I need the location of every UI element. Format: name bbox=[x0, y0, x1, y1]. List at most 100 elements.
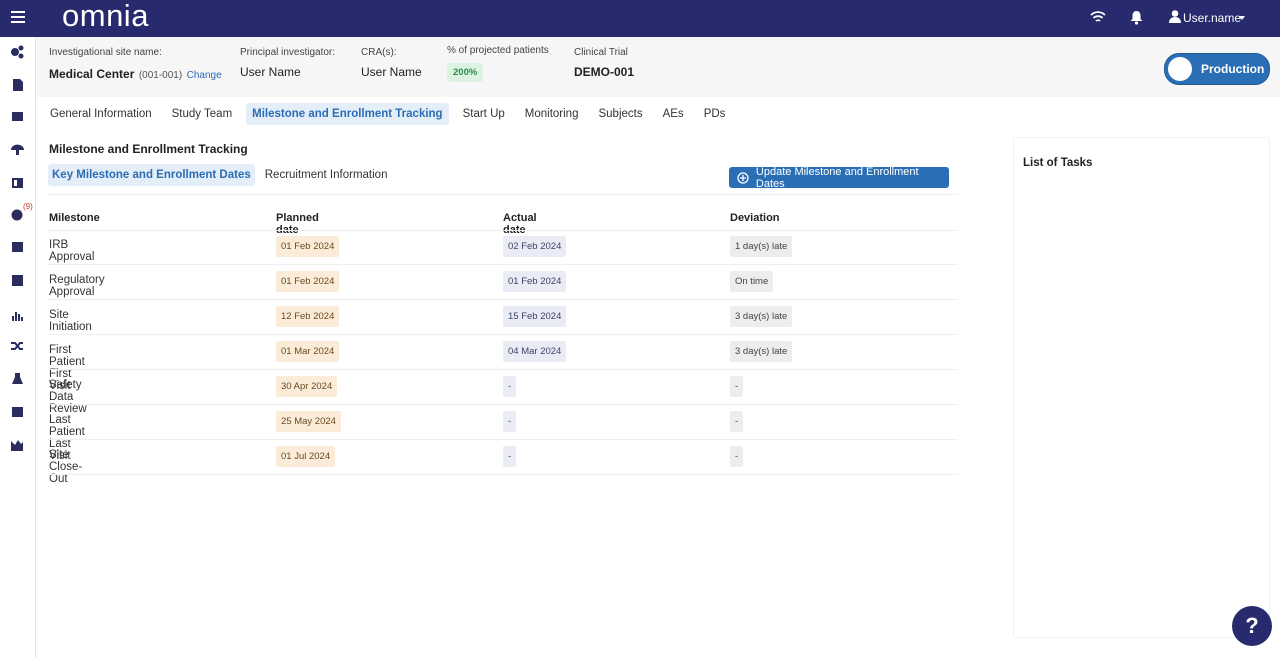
nav-icon[interactable] bbox=[11, 440, 23, 451]
field-value: Medical Center bbox=[49, 67, 135, 81]
field-label: CRA(s): bbox=[361, 47, 397, 58]
help-button[interactable]: ? bbox=[1232, 606, 1272, 646]
section-title: Milestone and Enrollment Tracking bbox=[49, 142, 248, 156]
sub-tab[interactable]: Key Milestone and Enrollment Dates bbox=[48, 164, 255, 186]
button-label: Update Milestone and Enrollment Dates bbox=[755, 165, 919, 190]
date-badge: - bbox=[730, 376, 744, 397]
nav-icon[interactable] bbox=[11, 144, 24, 155]
date-badge: - bbox=[730, 411, 744, 432]
wifi-icon[interactable] bbox=[1090, 10, 1106, 24]
row-divider bbox=[48, 369, 958, 370]
change-link[interactable]: Change bbox=[186, 70, 222, 81]
site-value: Medical Center (001-001) Change bbox=[49, 65, 222, 83]
date-badge: - bbox=[503, 376, 517, 397]
toggle-knob bbox=[1168, 57, 1192, 81]
row-divider bbox=[48, 404, 958, 405]
row-divider bbox=[48, 230, 958, 231]
milestone-name: Site Initiation bbox=[49, 309, 92, 333]
nav-icon[interactable] bbox=[12, 112, 23, 121]
tab[interactable]: Start Up bbox=[462, 108, 505, 120]
date-badge: - bbox=[730, 446, 744, 467]
plus-icon bbox=[737, 171, 749, 184]
sub-tab[interactable]: Recruitment Information bbox=[264, 169, 388, 181]
nav-icon[interactable] bbox=[12, 407, 23, 417]
row-divider bbox=[48, 474, 958, 475]
date-badge: 12 Feb 2024 bbox=[276, 306, 340, 327]
date-badge: 01 Jul 2024 bbox=[276, 446, 336, 467]
date-badge: 04 Mar 2024 bbox=[503, 341, 567, 362]
row-divider bbox=[48, 334, 958, 335]
milestone-name: Safety Data Review bbox=[49, 379, 87, 415]
date-badge: 30 Apr 2024 bbox=[276, 376, 338, 397]
milestone-name: IRB Approval bbox=[49, 239, 95, 263]
milestone-name: First Patient First Visit bbox=[49, 344, 85, 392]
row-divider bbox=[48, 264, 958, 265]
row-divider bbox=[48, 299, 958, 300]
nav-icon[interactable] bbox=[13, 79, 23, 91]
caret bbox=[1239, 16, 1245, 20]
date-badge: - bbox=[503, 446, 517, 467]
tab-bar: General Information Study Team Milestone a… bbox=[44, 103, 731, 125]
tab[interactable]: Study Team bbox=[171, 108, 233, 120]
nav-icon[interactable] bbox=[11, 45, 24, 59]
update-button[interactable]: Update Milestone and Enrollment Dates bbox=[729, 165, 949, 190]
milestone-name: Regulatory Approval bbox=[49, 274, 105, 298]
site-info-bar: Investigational site name: Medical Cente… bbox=[36, 37, 1280, 97]
tasks-title: List of Tasks bbox=[1023, 157, 1093, 169]
field-label: % of projected patients bbox=[447, 45, 549, 56]
column-header: Actual date bbox=[503, 212, 537, 236]
nav-icon[interactable] bbox=[12, 242, 23, 252]
environment-toggle[interactable]: Production bbox=[1164, 53, 1270, 85]
date-badge: 01 Feb 2024 bbox=[276, 236, 340, 257]
nav-icon[interactable] bbox=[12, 373, 23, 384]
field-label: Investigational site name: bbox=[49, 47, 162, 58]
date-badge: 25 May 2024 bbox=[276, 411, 341, 432]
patients-badge: 200% bbox=[447, 63, 484, 82]
milestone-name: Site Close-Out bbox=[49, 449, 83, 485]
date-badge: - bbox=[503, 411, 517, 432]
field-value: User Name bbox=[361, 65, 422, 79]
tab[interactable]: Subjects bbox=[598, 108, 643, 120]
site-code: (001-001) bbox=[138, 70, 183, 81]
logo: omnia bbox=[62, 0, 149, 33]
divider bbox=[48, 194, 958, 195]
date-badge: 3 day(s) late bbox=[730, 306, 793, 327]
menu-icon[interactable] bbox=[11, 11, 25, 23]
tab[interactable]: Monitoring bbox=[524, 108, 579, 120]
date-badge: 01 Mar 2024 bbox=[276, 341, 340, 362]
sidebar: (9) bbox=[0, 37, 36, 658]
nav-icon[interactable] bbox=[11, 209, 23, 221]
notification-badge: (9) bbox=[23, 202, 33, 211]
top-bar: omnia User.name bbox=[0, 0, 1280, 37]
column-header: Milestone bbox=[49, 212, 100, 224]
date-badge: 01 Feb 2024 bbox=[276, 271, 340, 292]
tab[interactable]: AEs bbox=[662, 108, 684, 120]
date-badge: 15 Feb 2024 bbox=[503, 306, 567, 327]
date-badge: On time bbox=[730, 271, 774, 292]
nav-icon[interactable] bbox=[12, 312, 23, 321]
tab[interactable]: PDs bbox=[703, 108, 726, 120]
date-badge: 1 day(s) late bbox=[730, 236, 793, 257]
nav-icon[interactable] bbox=[11, 342, 23, 350]
column-header: Planned date bbox=[276, 212, 319, 236]
tab[interactable]: Milestone and Enrollment Tracking bbox=[246, 103, 449, 125]
nav-icon[interactable] bbox=[12, 178, 23, 188]
date-badge: 01 Feb 2024 bbox=[503, 271, 567, 292]
tasks-panel: List of Tasks bbox=[1013, 137, 1270, 638]
row-divider bbox=[48, 439, 958, 440]
date-badge: 02 Feb 2024 bbox=[503, 236, 567, 257]
user-menu[interactable]: User.name bbox=[1183, 11, 1242, 25]
sub-tab-bar: Key Milestone and Enrollment Dates Recrui… bbox=[48, 164, 391, 186]
field-value: DEMO-001 bbox=[574, 65, 635, 79]
field-label: Clinical Trial bbox=[574, 47, 628, 58]
nav-icon[interactable] bbox=[12, 275, 23, 286]
date-badge: 3 day(s) late bbox=[730, 341, 793, 362]
milestone-name: Last Patient Last Visit bbox=[49, 414, 85, 462]
bell-icon[interactable] bbox=[1130, 10, 1143, 25]
user-icon bbox=[1169, 10, 1181, 23]
field-value: User Name bbox=[240, 65, 301, 79]
sidebar-icons bbox=[11, 45, 24, 451]
tab[interactable]: General Information bbox=[50, 108, 152, 120]
column-header: Deviation bbox=[730, 212, 780, 224]
